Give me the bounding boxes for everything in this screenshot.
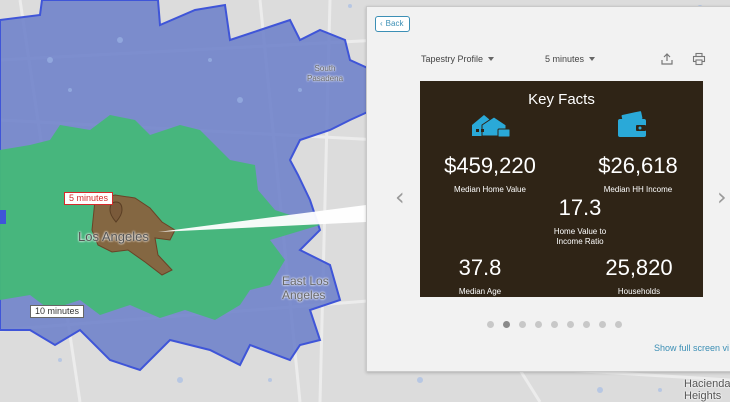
time-dropdown-label: 5 minutes xyxy=(545,54,585,64)
location-pin-icon xyxy=(109,201,123,223)
share-icon[interactable] xyxy=(660,52,674,66)
page-dot[interactable] xyxy=(519,321,526,328)
chevron-down-icon xyxy=(589,57,596,61)
ten-minute-tag[interactable]: 10 minutes xyxy=(30,305,85,318)
five-minute-tag[interactable]: 5 minutes xyxy=(64,192,114,205)
card-title: Key Facts xyxy=(528,91,595,108)
map-label-south-pasadena: South Pasadena xyxy=(306,64,344,83)
page-dot[interactable] xyxy=(599,321,606,328)
home-value: $459,220 xyxy=(444,153,536,178)
page-dot[interactable] xyxy=(551,321,558,328)
back-label: Back xyxy=(385,19,404,28)
hh-income-label: Median HH Income xyxy=(603,185,673,194)
profile-dropdown-label: Tapestry Profile xyxy=(421,54,484,64)
profile-dropdown[interactable]: Tapestry Profile xyxy=(421,54,495,64)
page-dot[interactable] xyxy=(535,321,542,328)
hh-income: $26,618 xyxy=(598,153,678,178)
page-dot[interactable] xyxy=(583,321,590,328)
home-value-ratio: 17.3 xyxy=(558,195,602,220)
page-dot[interactable] xyxy=(503,321,510,328)
wallet-icon xyxy=(618,111,646,137)
home-value-label: Median Home Value xyxy=(454,185,526,194)
median-age-label: Median Age xyxy=(458,287,502,296)
page-dot[interactable] xyxy=(567,321,574,328)
back-button[interactable]: ‹ Back xyxy=(375,16,411,32)
ratio-label-line2: Income Ratio xyxy=(556,237,604,246)
home-value-icon xyxy=(472,115,511,138)
key-facts-card: Key Facts $459,220 Median Home Value $26… xyxy=(420,81,703,297)
households: 25,820 xyxy=(605,255,673,280)
households-label: Households xyxy=(617,287,661,296)
ratio-label-line1: Home Value to xyxy=(553,227,607,236)
callout-beam xyxy=(158,205,366,232)
time-dropdown[interactable]: 5 minutes xyxy=(545,54,596,64)
map-label-los-angeles: Los Angeles xyxy=(78,229,149,244)
next-page-icon[interactable]: › xyxy=(717,183,727,211)
map-label-east-los-angeles: East Los Angeles xyxy=(282,274,329,302)
print-icon[interactable] xyxy=(692,52,706,66)
page-dot[interactable] xyxy=(487,321,494,328)
map-label-hacienda-heights: Hacienda Heights xyxy=(684,378,730,402)
infographic-panel: ‹ Back Tapestry Profile 5 minutes ‹ › Ke… xyxy=(366,6,730,372)
show-full-screen-link[interactable]: Show full screen vi xyxy=(654,343,730,353)
chevron-down-icon xyxy=(488,57,495,61)
median-age: 37.8 xyxy=(458,255,502,280)
edge-marker xyxy=(0,210,6,224)
previous-page-icon[interactable]: ‹ xyxy=(395,183,405,211)
ratio-label: Home Value to Income Ratio xyxy=(520,227,640,247)
five-minute-area xyxy=(0,115,320,320)
page-indicator xyxy=(487,321,622,328)
page-dot[interactable] xyxy=(615,321,622,328)
chevron-left-icon: ‹ xyxy=(380,19,383,28)
